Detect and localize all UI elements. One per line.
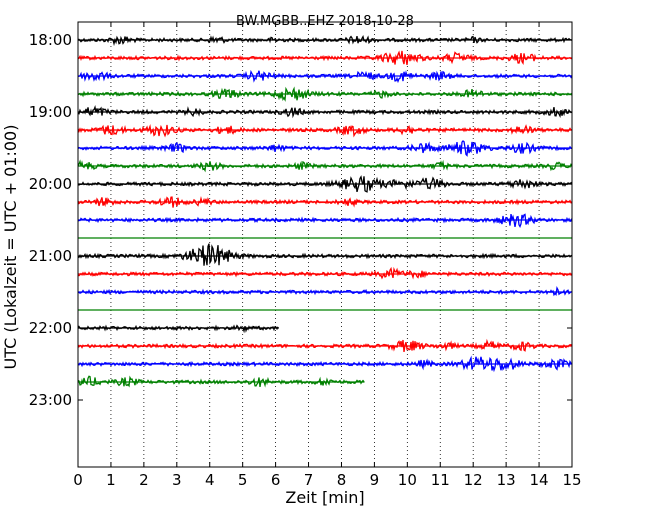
x-tick-label-4: 4 — [205, 471, 215, 489]
y-axis-label: UTC (Lokalzeit = UTC + 01:00) — [1, 125, 20, 370]
trace-18:30 — [77, 69, 573, 84]
x-tick-label-9: 9 — [370, 471, 380, 489]
axes: 0 1 2 3 4 5 6 7 8 9 10 11 12 13 14 1518:0019:0020:0021:… — [29, 21, 582, 489]
x-tick-label-2: 2 — [139, 471, 149, 489]
x-tick-label-15: 15 — [562, 471, 581, 489]
x-axis-label: Zeit [min] — [285, 488, 364, 507]
x-tick-label-11: 11 — [431, 471, 450, 489]
y-tick-label-22:00: 22:00 — [29, 319, 72, 337]
x-tick-label-1: 1 — [106, 471, 116, 489]
trace-19:00 — [77, 105, 573, 119]
trace-18:00 — [77, 35, 573, 47]
x-tick-label-5: 5 — [238, 471, 248, 489]
y-tick-label-23:00: 23:00 — [29, 391, 72, 409]
x-tick-label-3: 3 — [172, 471, 182, 489]
y-tick-label-19:00: 19:00 — [29, 103, 72, 121]
trace-20:00 — [77, 175, 573, 193]
x-tick-label-13: 13 — [497, 471, 516, 489]
x-tick-label-7: 7 — [304, 471, 314, 489]
trace-19:30 — [77, 140, 572, 157]
trace-19:15 — [77, 123, 573, 138]
trace-22:45 — [77, 375, 365, 388]
trace-22:00 — [77, 324, 279, 334]
x-tick-label-6: 6 — [271, 471, 281, 489]
x-tick-label-12: 12 — [464, 471, 483, 489]
y-tick-label-20:00: 20:00 — [29, 175, 72, 193]
trace-21:00 — [77, 243, 573, 266]
plot-frame — [77, 21, 573, 468]
x-tick-label-0: 0 — [73, 471, 83, 489]
trace-20:15 — [77, 196, 573, 208]
trace-18:15 — [77, 50, 573, 66]
trace-21:15 — [77, 266, 573, 280]
seismic-traces — [77, 35, 573, 388]
trace-22:15 — [77, 338, 573, 352]
x-tick-label-8: 8 — [337, 471, 347, 489]
x-tick-label-10: 10 — [398, 471, 417, 489]
y-tick-label-18:00: 18:00 — [29, 31, 72, 49]
trace-18:45 — [77, 86, 573, 102]
trace-21:30 — [77, 286, 573, 297]
trace-19:45 — [77, 159, 573, 173]
trace-20:30 — [77, 213, 573, 228]
trace-22:30 — [77, 355, 573, 373]
grid-lines — [110, 22, 540, 467]
x-tick-label-14: 14 — [530, 471, 549, 489]
y-tick-label-21:00: 21:00 — [29, 247, 72, 265]
